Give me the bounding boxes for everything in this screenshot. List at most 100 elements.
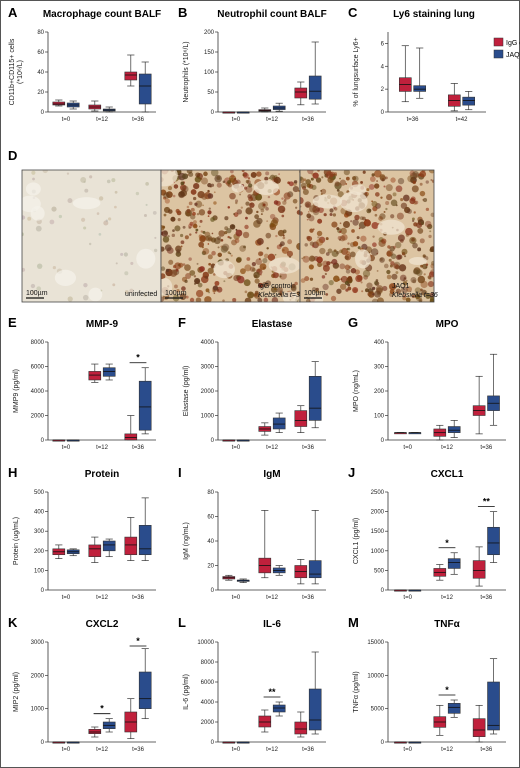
box-igg — [222, 439, 236, 442]
y-tick-label: 1000 — [371, 549, 385, 555]
tissue-speck — [177, 263, 181, 267]
y-tick-label: 40 — [207, 539, 214, 545]
tissue-speck — [195, 228, 199, 232]
tissue-speck — [331, 258, 338, 265]
y-axis-label: Protein (ug/mL) — [13, 517, 20, 565]
y-tick-label: 500 — [34, 490, 45, 496]
tissue-speck — [276, 244, 282, 250]
tissue-speck — [309, 205, 317, 213]
tissue-speck — [164, 244, 172, 252]
tissue-speck — [383, 210, 386, 213]
tissue-speck — [195, 200, 203, 208]
tissue-speck — [96, 212, 100, 215]
y-tick-label: 2000 — [201, 720, 215, 726]
box-igg — [398, 45, 412, 103]
tissue-speck — [233, 213, 235, 215]
tissue-speck — [194, 277, 201, 285]
tissue-speck — [124, 271, 129, 276]
tissue-speck — [414, 293, 421, 300]
tissue-speck — [203, 171, 208, 177]
panel-letter: K — [8, 615, 18, 630]
tissue-speck — [154, 248, 158, 253]
tissue-speck — [227, 251, 231, 254]
tissue-speck — [266, 220, 269, 223]
tissue-speck — [302, 188, 309, 196]
tissue-speck — [310, 289, 313, 292]
tissue-speck — [427, 223, 433, 230]
tissue-speck — [243, 245, 246, 249]
tissue-speck — [395, 271, 399, 275]
chart-title: Ly6 staining lung — [393, 9, 475, 20]
tissue-speck — [42, 170, 48, 174]
tissue-speck — [195, 172, 201, 178]
tissue-speck — [371, 221, 379, 230]
tissue-speck — [383, 263, 389, 269]
tissue-speck — [402, 194, 410, 202]
box-body — [447, 703, 461, 714]
tissue-speck — [387, 245, 391, 249]
tissue-speck — [182, 225, 186, 229]
tissue-speck — [311, 287, 317, 292]
box-igg — [258, 709, 272, 733]
alveolar-space — [253, 180, 279, 196]
tissue-speck — [339, 179, 347, 186]
tissue-speck — [267, 195, 271, 199]
box-jaq1 — [487, 353, 500, 426]
tissue-speck — [114, 205, 117, 209]
tissue-speck — [390, 177, 396, 183]
y-tick-label: 20 — [37, 90, 44, 96]
tissue-speck — [262, 258, 268, 264]
y-tick-label: 150 — [204, 50, 215, 56]
y-tick-label: 100 — [374, 414, 385, 420]
tissue-speck — [205, 235, 213, 242]
box-jaq1 — [413, 47, 427, 99]
tissue-speck — [192, 223, 198, 229]
box-body — [308, 75, 322, 100]
tissue-speck — [363, 219, 371, 227]
tissue-speck — [231, 224, 235, 228]
tissue-speck — [106, 179, 111, 184]
scale-bar-label: 100µm — [165, 290, 187, 297]
alveolar-space — [213, 260, 235, 279]
chart-title: Neutrophil count BALF — [217, 9, 326, 20]
y-tick-label: 200 — [374, 389, 385, 395]
tissue-speck — [340, 283, 347, 290]
tissue-speck — [341, 234, 348, 241]
tissue-speck — [244, 290, 248, 294]
y-tick-label: 8000 — [31, 340, 45, 346]
tissue-speck — [234, 238, 240, 244]
tissue-texture — [300, 170, 434, 302]
box-jaq1 — [308, 41, 322, 105]
tissue-speck — [163, 196, 167, 200]
tissue-speck — [405, 297, 411, 302]
tissue-speck — [145, 203, 148, 206]
tissue-speck — [212, 285, 219, 291]
y-tick-label: 6 — [381, 41, 385, 47]
tissue-speck — [300, 278, 306, 283]
tissue-speck — [352, 219, 359, 226]
tissue-speck — [400, 202, 408, 209]
legend: IgG control JAQ1 — [493, 37, 520, 59]
tissue-speck — [281, 246, 289, 254]
tissue-speck — [316, 230, 323, 237]
tissue-speck — [247, 291, 255, 299]
y-tick-label: 0 — [381, 588, 385, 594]
tissue-speck — [270, 219, 278, 227]
tissue-speck — [420, 221, 425, 226]
y-tick-label: 0 — [381, 110, 385, 116]
tissue-speck — [186, 205, 190, 209]
tissue-speck — [199, 219, 203, 223]
tissue-speck — [227, 180, 232, 185]
tissue-speck — [233, 178, 237, 181]
box-body — [308, 688, 322, 731]
tissue-speck — [396, 212, 404, 220]
box-igg — [124, 415, 138, 441]
tissue-speck — [275, 234, 278, 238]
chart-panel-c: C Ly6 staining lung % of lungsurface Ly6+ 0… — [348, 5, 520, 123]
tissue-speck — [346, 251, 351, 255]
x-tick-label: t=12 — [266, 747, 279, 753]
x-tick-label: t=12 — [266, 595, 279, 601]
tissue-speck — [240, 206, 244, 209]
tissue-speck — [420, 288, 423, 292]
